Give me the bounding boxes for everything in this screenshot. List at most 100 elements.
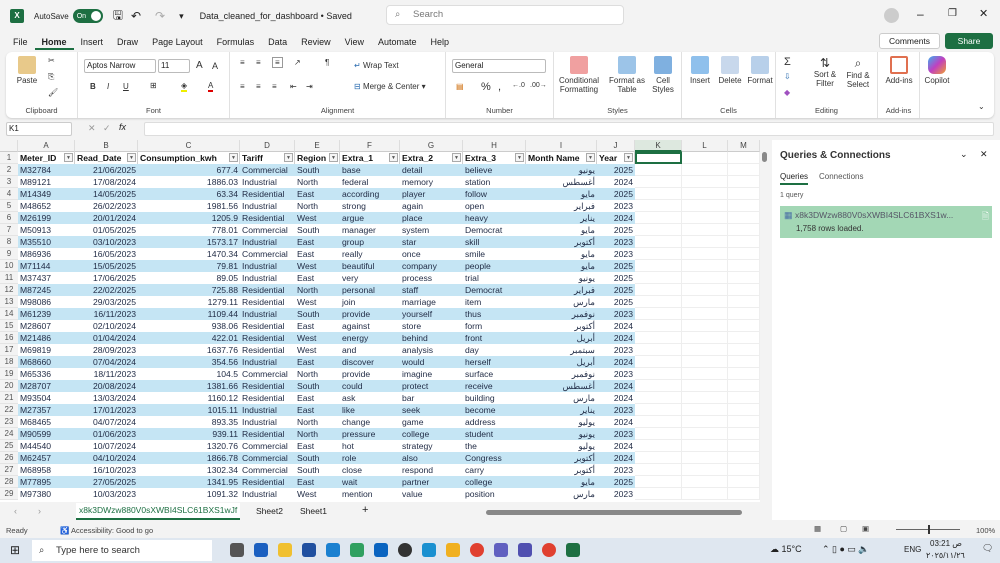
empty-cell[interactable]: [682, 272, 728, 284]
table-cell[interactable]: 893.35: [138, 416, 240, 428]
filter-dropdown-icon[interactable]: ▼: [284, 153, 293, 162]
table-cell[interactable]: player: [400, 188, 463, 200]
table-cell[interactable]: East: [295, 272, 340, 284]
outlook-icon[interactable]: [374, 543, 388, 557]
select-all-corner[interactable]: [0, 140, 18, 152]
next-sheet-icon[interactable]: ›: [38, 506, 41, 516]
table-cell[interactable]: M44540: [18, 440, 75, 452]
table-cell[interactable]: Residential: [240, 284, 295, 296]
empty-cell[interactable]: [682, 224, 728, 236]
tab-connections[interactable]: Connections: [819, 172, 864, 181]
tab-formulas[interactable]: Formulas: [216, 37, 255, 47]
cell-styles-button[interactable]: Cell Styles: [648, 56, 678, 94]
column-header[interactable]: M: [728, 140, 760, 152]
notifications-icon[interactable]: 🗨: [982, 543, 994, 553]
sheet-tab-sheet2[interactable]: Sheet2: [256, 506, 283, 516]
insert-function-button[interactable]: fx: [119, 122, 127, 132]
table-cell[interactable]: 2023: [597, 428, 635, 440]
table-cell[interactable]: game: [400, 416, 463, 428]
table-cell[interactable]: ask: [340, 392, 400, 404]
enter-icon[interactable]: ✓: [103, 123, 111, 133]
column-header[interactable]: D: [240, 140, 295, 152]
mail-icon[interactable]: [326, 543, 340, 557]
table-cell[interactable]: 1302.34: [138, 464, 240, 476]
table-cell[interactable]: أكتوبر: [526, 464, 597, 476]
table-cell[interactable]: East: [295, 236, 340, 248]
empty-cell[interactable]: [682, 440, 728, 452]
table-cell[interactable]: would: [400, 356, 463, 368]
table-cell[interactable]: 2025: [597, 476, 635, 488]
empty-cell[interactable]: [635, 296, 682, 308]
table-cell[interactable]: Residential: [240, 212, 295, 224]
row-header[interactable]: 13: [0, 296, 18, 308]
column-header[interactable]: L: [682, 140, 728, 152]
tray-icons[interactable]: ⌃ ▯ ● ▭ 🔈: [822, 544, 870, 554]
table-cell[interactable]: pressure: [340, 428, 400, 440]
table-cell[interactable]: skill: [463, 236, 526, 248]
table-cell[interactable]: station: [463, 176, 526, 188]
table-cell[interactable]: group: [340, 236, 400, 248]
empty-cell[interactable]: [635, 272, 682, 284]
store-icon[interactable]: [302, 543, 316, 557]
table-cell[interactable]: North: [295, 200, 340, 212]
row-header[interactable]: 10: [0, 260, 18, 272]
row-header[interactable]: 29: [0, 488, 18, 500]
table-cell[interactable]: imagine: [400, 368, 463, 380]
table-cell[interactable]: M87245: [18, 284, 75, 296]
table-cell[interactable]: مارس: [526, 488, 597, 500]
empty-cell[interactable]: [635, 344, 682, 356]
table-cell[interactable]: M93504: [18, 392, 75, 404]
empty-cell[interactable]: [728, 212, 760, 224]
table-cell[interactable]: 21/06/2025: [75, 164, 138, 176]
row-header[interactable]: 28: [0, 476, 18, 488]
table-cell[interactable]: South: [295, 308, 340, 320]
table-cell[interactable]: place: [400, 212, 463, 224]
decrease-indent-icon[interactable]: ⇤: [290, 82, 297, 91]
empty-cell[interactable]: [635, 188, 682, 200]
table-cell[interactable]: M62457: [18, 452, 75, 464]
table-cell[interactable]: 03/10/2023: [75, 236, 138, 248]
document-title[interactable]: Data_cleaned_for_dashboard • Saved: [199, 11, 352, 21]
task-view-icon[interactable]: [230, 543, 244, 557]
table-cell[interactable]: South: [295, 452, 340, 464]
column-header[interactable]: B: [75, 140, 138, 152]
table-cell[interactable]: 939.11: [138, 428, 240, 440]
table-cell[interactable]: يناير: [526, 212, 597, 224]
italic-button[interactable]: I: [107, 82, 110, 91]
table-cell[interactable]: detail: [400, 164, 463, 176]
empty-cell[interactable]: [728, 164, 760, 176]
empty-cell[interactable]: [682, 356, 728, 368]
table-cell[interactable]: South: [295, 380, 340, 392]
name-box[interactable]: K1: [6, 122, 72, 136]
empty-cell[interactable]: [728, 236, 760, 248]
edge-icon[interactable]: [422, 543, 436, 557]
row-header[interactable]: 5: [0, 200, 18, 212]
table-cell[interactable]: value: [400, 488, 463, 500]
table-cell[interactable]: college: [463, 476, 526, 488]
align-middle-icon[interactable]: ≡: [256, 58, 261, 67]
table-cell[interactable]: 938.06: [138, 320, 240, 332]
paste-button[interactable]: Paste: [14, 56, 40, 85]
table-cell[interactable]: strong: [340, 200, 400, 212]
row-header[interactable]: 17: [0, 344, 18, 356]
table-cell[interactable]: 04/10/2024: [75, 452, 138, 464]
table-cell[interactable]: system: [400, 224, 463, 236]
find-select-button[interactable]: ⌕ Find & Select: [842, 56, 874, 89]
number-format-select[interactable]: General: [452, 59, 546, 73]
table-cell[interactable]: أكتوبر: [526, 320, 597, 332]
query-item[interactable]: ▦ x8k3DWzw880V0sXWBI4SLC61BXS1w... 1,758…: [780, 206, 992, 238]
table-cell[interactable]: position: [463, 488, 526, 500]
table-cell[interactable]: 422.01: [138, 332, 240, 344]
table-cell[interactable]: M14349: [18, 188, 75, 200]
filter-dropdown-icon[interactable]: ▼: [64, 153, 73, 162]
row-header[interactable]: 4: [0, 188, 18, 200]
column-title[interactable]: Extra_1 ▼: [340, 152, 400, 164]
spreadsheet-grid[interactable]: A B C D E F G H I J K L M 1 Meter_ID ▼ Read_Date ▼ Consump…: [0, 140, 760, 502]
column-header[interactable]: F: [340, 140, 400, 152]
table-cell[interactable]: M65336: [18, 368, 75, 380]
table-cell[interactable]: 1381.66: [138, 380, 240, 392]
tab-data[interactable]: Data: [268, 37, 288, 47]
table-cell[interactable]: Industrial: [240, 200, 295, 212]
taskbar-search[interactable]: ⌕ Type here to search: [32, 540, 212, 561]
column-header[interactable]: G: [400, 140, 463, 152]
